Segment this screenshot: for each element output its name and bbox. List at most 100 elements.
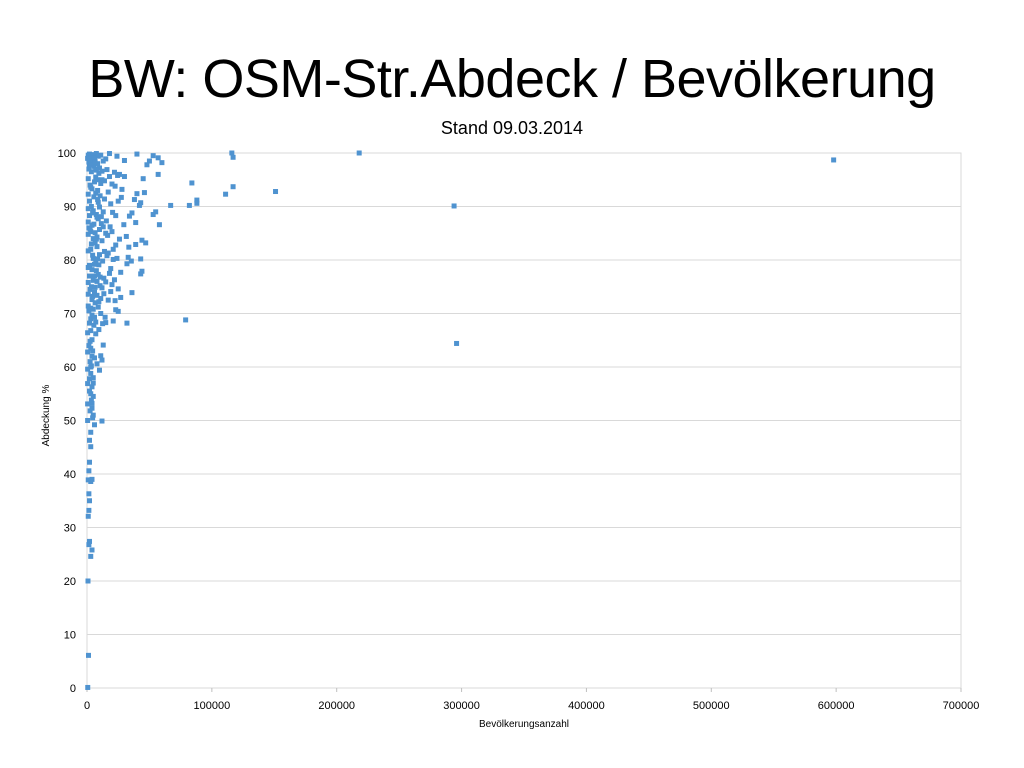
data-point bbox=[85, 176, 91, 182]
x-tick-label: 700000 bbox=[943, 700, 980, 712]
x-tick-labels: 0 100000 200000 300000 400000 500000 600000 700… bbox=[84, 700, 979, 712]
data-point bbox=[92, 284, 98, 290]
data-point bbox=[94, 292, 100, 298]
data-point bbox=[451, 203, 457, 209]
axes bbox=[86, 152, 962, 692]
data-point bbox=[99, 285, 105, 291]
data-point bbox=[99, 418, 105, 424]
data-point bbox=[96, 252, 102, 258]
data-point bbox=[88, 363, 94, 369]
y-tick-label: 10 bbox=[64, 630, 76, 642]
data-point bbox=[105, 250, 111, 256]
data-point bbox=[831, 157, 837, 163]
data-point bbox=[230, 184, 236, 190]
data-point bbox=[97, 193, 103, 199]
data-point bbox=[106, 151, 112, 157]
data-point bbox=[106, 270, 112, 276]
x-tick-label: 400000 bbox=[568, 700, 605, 712]
data-point bbox=[194, 200, 200, 206]
data-point bbox=[88, 397, 94, 403]
data-point bbox=[90, 380, 96, 386]
data-point bbox=[86, 542, 92, 548]
data-point bbox=[96, 204, 102, 210]
data-point bbox=[115, 198, 121, 204]
data-point bbox=[93, 167, 99, 173]
data-point bbox=[98, 152, 104, 158]
data-point bbox=[113, 242, 119, 248]
data-point bbox=[134, 191, 140, 197]
data-point bbox=[88, 328, 94, 334]
data-point bbox=[94, 244, 100, 250]
data-point bbox=[110, 209, 116, 215]
data-point bbox=[99, 238, 105, 244]
data-point bbox=[90, 255, 96, 261]
data-point bbox=[86, 273, 92, 279]
data-point bbox=[141, 190, 147, 196]
data-point bbox=[155, 171, 161, 177]
data-point bbox=[454, 340, 460, 346]
data-point bbox=[92, 230, 98, 236]
y-tick-label: 100 bbox=[58, 148, 76, 160]
data-point bbox=[115, 308, 121, 314]
data-point bbox=[159, 160, 165, 166]
data-point bbox=[118, 194, 124, 200]
data-point bbox=[85, 578, 91, 584]
data-point bbox=[101, 196, 107, 202]
data-point bbox=[101, 291, 107, 297]
data-point bbox=[168, 202, 174, 208]
data-point bbox=[90, 152, 96, 158]
data-point bbox=[100, 209, 106, 215]
data-point bbox=[88, 184, 94, 190]
data-point bbox=[86, 376, 92, 382]
data-point bbox=[91, 355, 97, 361]
y-tick-label: 30 bbox=[64, 523, 76, 535]
data-point bbox=[89, 400, 95, 406]
data-point bbox=[115, 172, 121, 178]
data-point bbox=[134, 151, 140, 157]
data-point bbox=[119, 186, 125, 192]
data-point bbox=[85, 652, 91, 658]
data-point bbox=[126, 244, 132, 250]
data-point bbox=[86, 507, 92, 513]
data-point bbox=[85, 401, 91, 407]
data-point bbox=[88, 370, 94, 376]
data-point bbox=[96, 299, 102, 305]
data-point bbox=[87, 286, 93, 292]
data-point bbox=[144, 162, 150, 168]
data-point bbox=[85, 513, 91, 519]
data-point bbox=[150, 212, 156, 218]
y-tick-label: 20 bbox=[64, 576, 76, 588]
data-point bbox=[95, 256, 101, 262]
data-point bbox=[85, 330, 91, 336]
data-point bbox=[91, 314, 97, 320]
data-point bbox=[85, 349, 91, 355]
data-point bbox=[92, 240, 98, 246]
data-point bbox=[85, 264, 91, 270]
data-point bbox=[95, 187, 101, 193]
data-point bbox=[86, 166, 92, 172]
data-point bbox=[90, 415, 96, 421]
data-point bbox=[111, 169, 117, 175]
data-point bbox=[95, 271, 101, 277]
data-point bbox=[95, 304, 101, 310]
y-tick-label: 50 bbox=[64, 416, 76, 428]
data-point bbox=[85, 206, 91, 212]
data-point bbox=[100, 258, 106, 264]
data-point bbox=[89, 297, 95, 303]
data-point bbox=[90, 252, 96, 258]
data-point bbox=[98, 353, 104, 359]
data-point bbox=[108, 289, 114, 295]
data-point bbox=[98, 214, 104, 220]
data-point bbox=[99, 357, 105, 363]
data-point bbox=[91, 163, 97, 169]
slide-title: BW: OSM-Str.Abdeck / Bevölkerung bbox=[88, 49, 936, 109]
data-point bbox=[103, 279, 109, 285]
data-point bbox=[99, 168, 105, 174]
data-point bbox=[95, 177, 101, 183]
data-point bbox=[91, 221, 97, 227]
data-point bbox=[86, 468, 92, 474]
data-point bbox=[88, 204, 94, 209]
y-tick-labels: 0 10 20 30 40 50 60 70 80 90 100 bbox=[58, 148, 76, 695]
data-point bbox=[88, 429, 94, 435]
x-tick-label: 0 bbox=[84, 700, 90, 712]
